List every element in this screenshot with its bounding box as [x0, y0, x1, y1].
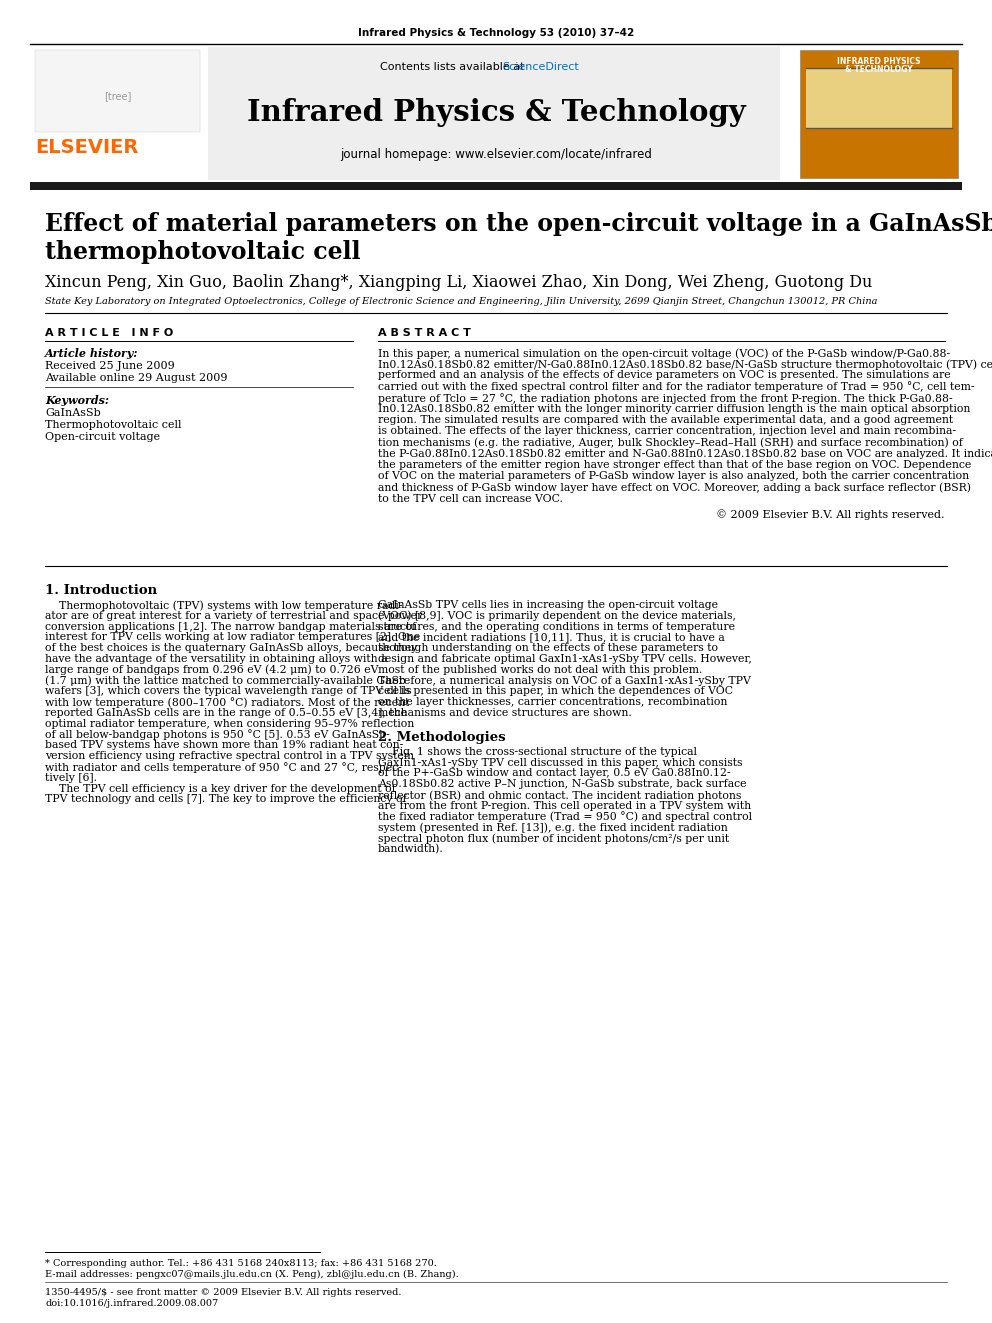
Text: The TPV cell efficiency is a key driver for the development of: The TPV cell efficiency is a key driver …	[45, 783, 396, 794]
Text: conversion applications [1,2]. The narrow bandgap materials are of: conversion applications [1,2]. The narro…	[45, 622, 416, 631]
Text: of VOC on the material parameters of P-GaSb window layer is also analyzed, both : of VOC on the material parameters of P-G…	[378, 471, 969, 482]
Bar	[208, 48, 780, 180]
Text: Therefore, a numerical analysis on VOC of a GaxIn1-xAs1-ySby TPV: Therefore, a numerical analysis on VOC o…	[378, 676, 751, 685]
Text: In0.12As0.18Sb0.82 emitter with the longer minority carrier diffusion length is : In0.12As0.18Sb0.82 emitter with the long…	[378, 404, 970, 414]
Bar	[800, 50, 958, 179]
Text: optimal radiator temperature, when considering 95–97% reflection: optimal radiator temperature, when consi…	[45, 718, 415, 729]
Text: GaInAsSb TPV cells lies in increasing the open-circuit voltage: GaInAsSb TPV cells lies in increasing th…	[378, 601, 718, 610]
Text: Available online 29 August 2009: Available online 29 August 2009	[45, 373, 227, 382]
Text: 2. Methodologies: 2. Methodologies	[378, 730, 506, 744]
Text: Infrared Physics & Technology: Infrared Physics & Technology	[247, 98, 745, 127]
Text: (1.7 μm) with the lattice matched to commercially-available GaSb: (1.7 μm) with the lattice matched to com…	[45, 676, 406, 687]
Bar	[30, 183, 962, 191]
Text: E-mail addresses: pengxc07@mails.jlu.edu.cn (X. Peng), zbl@jlu.edu.cn (B. Zhang): E-mail addresses: pengxc07@mails.jlu.edu…	[45, 1270, 458, 1279]
Text: Article history:: Article history:	[45, 348, 139, 359]
Text: on the layer thicknesses, carrier concentrations, recombination: on the layer thicknesses, carrier concen…	[378, 697, 727, 708]
Text: of all below-bandgap photons is 950 °C [5]. 0.53 eV GaInAsSb-: of all below-bandgap photons is 950 °C […	[45, 729, 390, 741]
Text: GaxIn1-xAs1-ySby TPV cell discussed in this paper, which consists: GaxIn1-xAs1-ySby TPV cell discussed in t…	[378, 758, 742, 767]
Text: thorough understanding on the effects of these parameters to: thorough understanding on the effects of…	[378, 643, 718, 654]
Text: Infrared Physics & Technology 53 (2010) 37–42: Infrared Physics & Technology 53 (2010) …	[358, 28, 634, 38]
Text: system (presented in Ref. [13]), e.g. the fixed incident radiation: system (presented in Ref. [13]), e.g. th…	[378, 823, 728, 833]
Text: tion mechanisms (e.g. the radiative, Auger, bulk Shockley–Read–Hall (SRH) and su: tion mechanisms (e.g. the radiative, Aug…	[378, 438, 963, 448]
Text: ScienceDirect: ScienceDirect	[502, 62, 578, 71]
Text: As0.18Sb0.82 active P–N junction, N-GaSb substrate, back surface: As0.18Sb0.82 active P–N junction, N-GaSb…	[378, 779, 747, 790]
Text: large range of bandgaps from 0.296 eV (4.2 μm) to 0.726 eV: large range of bandgaps from 0.296 eV (4…	[45, 664, 379, 675]
Text: Effect of material parameters on the open-circuit voltage in a GaInAsSb: Effect of material parameters on the ope…	[45, 212, 992, 235]
Text: version efficiency using refractive spectral control in a TPV system: version efficiency using refractive spec…	[45, 751, 414, 761]
Text: Keywords:: Keywords:	[45, 396, 109, 406]
Text: Thermophotovoltaic cell: Thermophotovoltaic cell	[45, 419, 182, 430]
Bar	[806, 67, 952, 128]
Text: the fixed radiator temperature (Trad = 950 °C) and spectral control: the fixed radiator temperature (Trad = 9…	[378, 811, 752, 823]
Text: © 2009 Elsevier B.V. All rights reserved.: © 2009 Elsevier B.V. All rights reserved…	[716, 509, 945, 520]
Text: * Corresponding author. Tel.: +86 431 5168 240x8113; fax: +86 431 5168 270.: * Corresponding author. Tel.: +86 431 51…	[45, 1259, 436, 1267]
Text: carried out with the fixed spectral control filter and for the radiator temperat: carried out with the fixed spectral cont…	[378, 381, 974, 393]
Text: interest for TPV cells working at low radiator temperatures [2]. One: interest for TPV cells working at low ra…	[45, 632, 421, 643]
Text: Open-circuit voltage: Open-circuit voltage	[45, 433, 160, 442]
Text: to the TPV cell can increase VOC.: to the TPV cell can increase VOC.	[378, 493, 562, 504]
Text: [tree]: [tree]	[104, 91, 132, 101]
Text: most of the published works do not deal with this problem.: most of the published works do not deal …	[378, 664, 702, 675]
Text: region. The simulated results are compared with the available experimental data,: region. The simulated results are compar…	[378, 415, 953, 425]
Text: Thermophotovoltaic (TPV) systems with low temperature radi-: Thermophotovoltaic (TPV) systems with lo…	[45, 601, 403, 610]
Bar	[35, 50, 200, 132]
Text: INFRARED PHYSICS: INFRARED PHYSICS	[837, 57, 921, 66]
Text: spectral photon flux (number of incident photons/cm²/s per unit: spectral photon flux (number of incident…	[378, 833, 729, 844]
Text: bandwidth).: bandwidth).	[378, 844, 443, 855]
Text: are from the front P-region. This cell operated in a TPV system with: are from the front P-region. This cell o…	[378, 800, 751, 811]
Text: Received 25 June 2009: Received 25 June 2009	[45, 361, 175, 370]
Text: ELSEVIER: ELSEVIER	[35, 138, 138, 157]
Text: reported GaInAsSb cells are in the range of 0.5–0.55 eV [3,4], the: reported GaInAsSb cells are in the range…	[45, 708, 407, 718]
Text: of the best choices is the quaternary GaInAsSb alloys, because they: of the best choices is the quaternary Ga…	[45, 643, 418, 654]
Text: and thickness of P-GaSb window layer have effect on VOC. Moreover, adding a back: and thickness of P-GaSb window layer hav…	[378, 483, 971, 493]
Text: 1. Introduction: 1. Introduction	[45, 583, 157, 597]
Text: performed and an analysis of the effects of device parameters on VOC is presente: performed and an analysis of the effects…	[378, 370, 950, 381]
Text: with radiator and cells temperature of 950 °C and 27 °C, respec-: with radiator and cells temperature of 9…	[45, 762, 402, 773]
Text: State Key Laboratory on Integrated Optoelectronics, College of Electronic Scienc: State Key Laboratory on Integrated Optoe…	[45, 296, 878, 306]
Text: TPV technology and cells [7]. The key to improve the efficiency of: TPV technology and cells [7]. The key to…	[45, 794, 407, 804]
Text: is obtained. The effects of the layer thickness, carrier concentration, injectio: is obtained. The effects of the layer th…	[378, 426, 956, 437]
Text: Contents lists available at: Contents lists available at	[380, 62, 528, 71]
Text: & TECHNOLOGY: & TECHNOLOGY	[845, 65, 913, 74]
Text: ator are of great interest for a variety of terrestrial and space power: ator are of great interest for a variety…	[45, 611, 423, 620]
Text: In this paper, a numerical simulation on the open-circuit voltage (VOC) of the P: In this paper, a numerical simulation on…	[378, 348, 950, 359]
Text: wafers [3], which covers the typical wavelength range of TPV cells: wafers [3], which covers the typical wav…	[45, 687, 412, 696]
Text: have the advantage of the versatility in obtaining alloys with a: have the advantage of the versatility in…	[45, 654, 388, 664]
Text: cell is presented in this paper, in which the dependences of VOC: cell is presented in this paper, in whic…	[378, 687, 733, 696]
Text: based TPV systems have shown more than 19% radiant heat con-: based TPV systems have shown more than 1…	[45, 741, 404, 750]
Text: doi:10.1016/j.infrared.2009.08.007: doi:10.1016/j.infrared.2009.08.007	[45, 1299, 218, 1308]
Text: the P-Ga0.88In0.12As0.18Sb0.82 emitter and N-Ga0.88In0.12As0.18Sb0.82 base on VO: the P-Ga0.88In0.12As0.18Sb0.82 emitter a…	[378, 448, 992, 459]
Text: of the P+-GaSb window and contact layer, 0.5 eV Ga0.88In0.12-: of the P+-GaSb window and contact layer,…	[378, 769, 731, 778]
Text: A R T I C L E   I N F O: A R T I C L E I N F O	[45, 328, 174, 337]
Text: journal homepage: www.elsevier.com/locate/infrared: journal homepage: www.elsevier.com/locat…	[340, 148, 652, 161]
Text: structures, and the operating conditions in terms of temperature: structures, and the operating conditions…	[378, 622, 735, 631]
Text: tively [6].: tively [6].	[45, 773, 97, 783]
Text: the parameters of the emitter region have stronger effect than that of the base : the parameters of the emitter region hav…	[378, 460, 971, 470]
Text: thermophotovoltaic cell: thermophotovoltaic cell	[45, 239, 361, 265]
Text: (VOC) [8,9]. VOC is primarily dependent on the device materials,: (VOC) [8,9]. VOC is primarily dependent …	[378, 611, 736, 622]
Text: In0.12As0.18Sb0.82 emitter/N-Ga0.88In0.12As0.18Sb0.82 base/N-GaSb structure ther: In0.12As0.18Sb0.82 emitter/N-Ga0.88In0.1…	[378, 360, 992, 369]
Text: and the incident radiations [10,11]. Thus, it is crucial to have a: and the incident radiations [10,11]. Thu…	[378, 632, 725, 643]
Text: Xincun Peng, Xin Guo, Baolin Zhang*, Xiangping Li, Xiaowei Zhao, Xin Dong, Wei Z: Xincun Peng, Xin Guo, Baolin Zhang*, Xia…	[45, 274, 872, 291]
Text: perature of Tclo = 27 °C, the radiation photons are injected from the front P-re: perature of Tclo = 27 °C, the radiation …	[378, 393, 952, 404]
Text: GaInAsSb: GaInAsSb	[45, 407, 101, 418]
Text: A B S T R A C T: A B S T R A C T	[378, 328, 471, 337]
Text: with low temperature (800–1700 °C) radiators. Most of the recent: with low temperature (800–1700 °C) radia…	[45, 697, 410, 708]
Text: reflector (BSR) and ohmic contact. The incident radiation photons: reflector (BSR) and ohmic contact. The i…	[378, 790, 741, 800]
Text: design and fabricate optimal GaxIn1-xAs1-ySby TPV cells. However,: design and fabricate optimal GaxIn1-xAs1…	[378, 654, 752, 664]
Text: Fig. 1 shows the cross-sectional structure of the typical: Fig. 1 shows the cross-sectional structu…	[378, 746, 697, 757]
Text: 1350-4495/$ - see front matter © 2009 Elsevier B.V. All rights reserved.: 1350-4495/$ - see front matter © 2009 El…	[45, 1289, 402, 1297]
Text: mechanisms and device structures are shown.: mechanisms and device structures are sho…	[378, 708, 632, 718]
